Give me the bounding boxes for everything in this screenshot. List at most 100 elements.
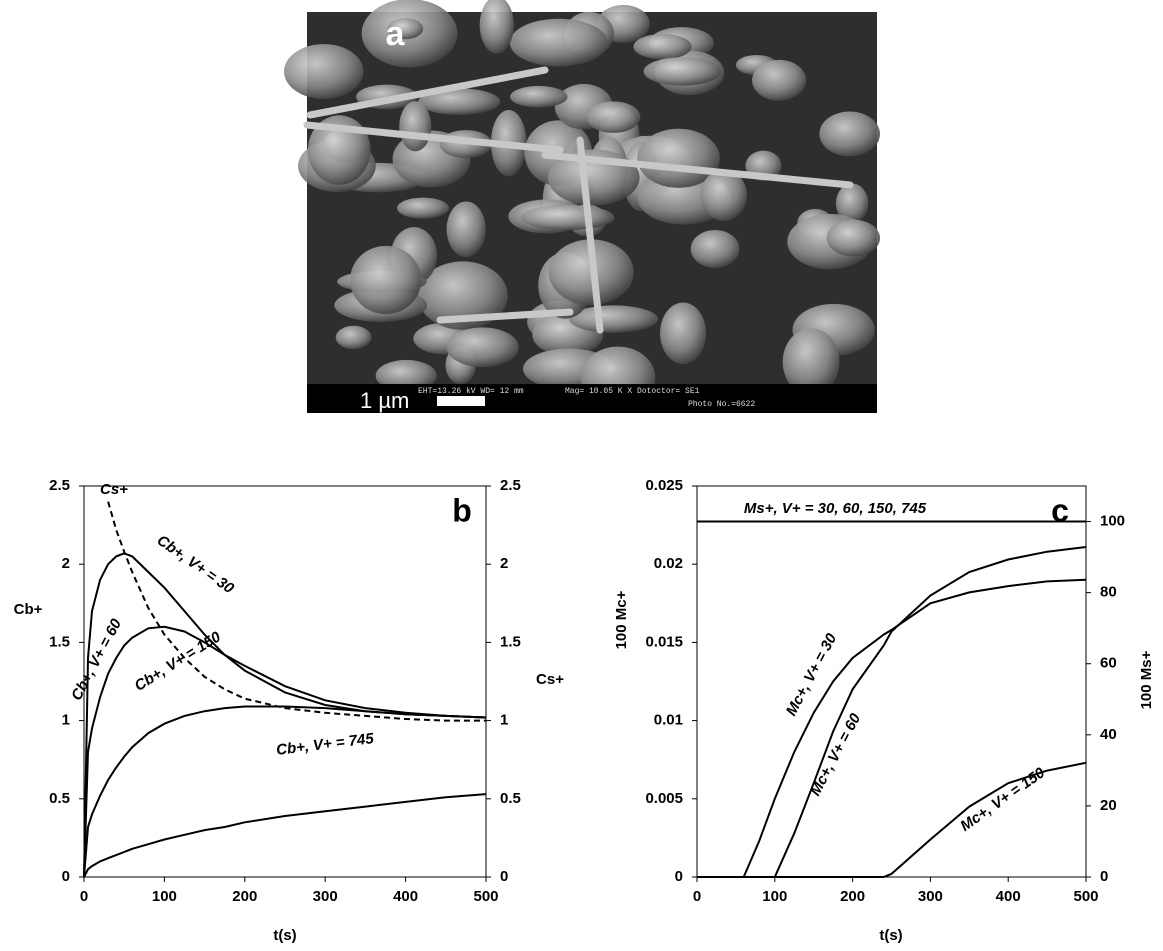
- y2-tick-label: 80: [1100, 584, 1117, 601]
- grain: [633, 33, 692, 60]
- series-label: Cb+, V+ = 60: [68, 616, 125, 704]
- grain: [446, 201, 486, 257]
- grain: [700, 169, 747, 221]
- fiber: [541, 151, 854, 189]
- grain: [660, 302, 707, 365]
- grain: [335, 325, 372, 350]
- panel-label: a: [386, 15, 406, 53]
- grain: [643, 57, 721, 86]
- axis-title: t(s): [273, 927, 296, 944]
- grain: [418, 88, 501, 115]
- x-tick-label: 0: [80, 888, 88, 905]
- grain: [835, 183, 869, 224]
- fiber: [576, 136, 604, 334]
- grain: [399, 101, 432, 152]
- x-tick-label: 300: [313, 888, 338, 905]
- grain: [387, 18, 424, 40]
- y2-tick-label: 40: [1100, 726, 1117, 743]
- y-tick-label: 2: [62, 555, 70, 572]
- y-tick-label: 0.5: [49, 790, 70, 807]
- series-line: [83, 793, 487, 878]
- sem-image: 1 µm a EHT=13.26 kV WD= 12 mm Mag= 10.05…: [284, 0, 881, 413]
- y2-tick-label: 1.5: [500, 633, 521, 650]
- y2-tick-label: 0: [500, 868, 508, 885]
- y2-tick-label: 2.5: [500, 477, 521, 494]
- x-tick-label: 400: [393, 888, 418, 905]
- grain: [510, 85, 568, 108]
- plot-frame: [696, 485, 1087, 878]
- panel-label: c: [1051, 492, 1069, 528]
- grain: [819, 111, 881, 157]
- info-bar: [307, 384, 877, 413]
- info-text: Mag= 10.05 K X Dotoctor= SE1: [565, 387, 700, 396]
- x-tick-label: 300: [918, 888, 943, 905]
- y-tick-label: 0.01: [654, 712, 683, 729]
- series-line: [83, 625, 487, 878]
- grain: [350, 245, 422, 315]
- x-tick-label: 100: [152, 888, 177, 905]
- series-line: [697, 546, 1087, 878]
- x-tick-label: 200: [232, 888, 257, 905]
- grain: [568, 305, 658, 333]
- y2-tick-label: 20: [1100, 797, 1117, 814]
- y-tick-label: 0.025: [645, 477, 683, 494]
- grain: [690, 229, 740, 268]
- series-label: Cs+: [100, 481, 128, 498]
- info-text: EHT=13.26 kV WD= 12 mm: [418, 387, 524, 396]
- y2-tick-label: 0.5: [500, 790, 521, 807]
- sem-grains: [284, 0, 881, 409]
- scale-label: 1 µm: [360, 388, 409, 413]
- y-tick-label: 0.005: [645, 790, 683, 807]
- y2-tick-label: 0: [1100, 868, 1108, 885]
- axis-title: t(s): [879, 927, 902, 944]
- y2-tick-label: 1: [500, 712, 508, 729]
- grain: [397, 197, 450, 219]
- grain: [509, 18, 608, 67]
- y-tick-label: 0.02: [654, 555, 683, 572]
- axis-title: 100 Mc+: [613, 590, 630, 649]
- grain: [284, 44, 364, 99]
- fiber: [303, 121, 564, 154]
- axis-title: Cb+: [14, 601, 43, 618]
- grain: [479, 0, 514, 54]
- x-tick-label: 500: [1073, 888, 1098, 905]
- grain: [826, 219, 881, 257]
- series-label: Mc+, V+ = 150: [957, 764, 1048, 835]
- y-tick-label: 0: [62, 868, 70, 885]
- y2-tick-label: 100: [1100, 513, 1125, 530]
- series-label: Ms+, V+ = 30, 60, 150, 745: [744, 500, 927, 517]
- x-tick-label: 100: [762, 888, 787, 905]
- series-label: Cb+, V+ = 745: [275, 730, 375, 759]
- y-tick-label: 2.5: [49, 477, 70, 494]
- grain: [375, 359, 437, 392]
- panel-label: b: [452, 492, 472, 528]
- y-tick-label: 1: [62, 712, 70, 729]
- info-text: Photo No.=6622: [688, 400, 755, 409]
- y-tick-label: 0.015: [645, 633, 683, 650]
- y-tick-label: 1.5: [49, 633, 70, 650]
- series-line: [83, 705, 487, 878]
- grain: [782, 328, 840, 396]
- grain: [446, 327, 519, 368]
- grain: [417, 261, 508, 330]
- grain: [521, 204, 615, 231]
- axis-title: 100 Ms+: [1138, 650, 1155, 709]
- grain: [752, 59, 807, 101]
- x-tick-label: 500: [473, 888, 498, 905]
- y2-tick-label: 60: [1100, 655, 1117, 672]
- axis-title: Cs+: [536, 671, 564, 688]
- series-label: Cb+, V+ = 150: [132, 628, 225, 695]
- series-label: Mc+, V+ = 60: [807, 710, 865, 798]
- y-tick-label: 0: [675, 868, 683, 885]
- series-line: [697, 761, 1087, 878]
- series-line: [697, 578, 1087, 878]
- series-line: [107, 501, 486, 722]
- fiber: [306, 66, 549, 119]
- series-label: Cb+, V+ = 30: [154, 532, 238, 598]
- x-tick-label: 400: [996, 888, 1021, 905]
- y2-tick-label: 2: [500, 555, 508, 572]
- series-label: Mc+, V+ = 30: [783, 630, 841, 718]
- x-tick-label: 0: [693, 888, 701, 905]
- x-tick-label: 200: [840, 888, 865, 905]
